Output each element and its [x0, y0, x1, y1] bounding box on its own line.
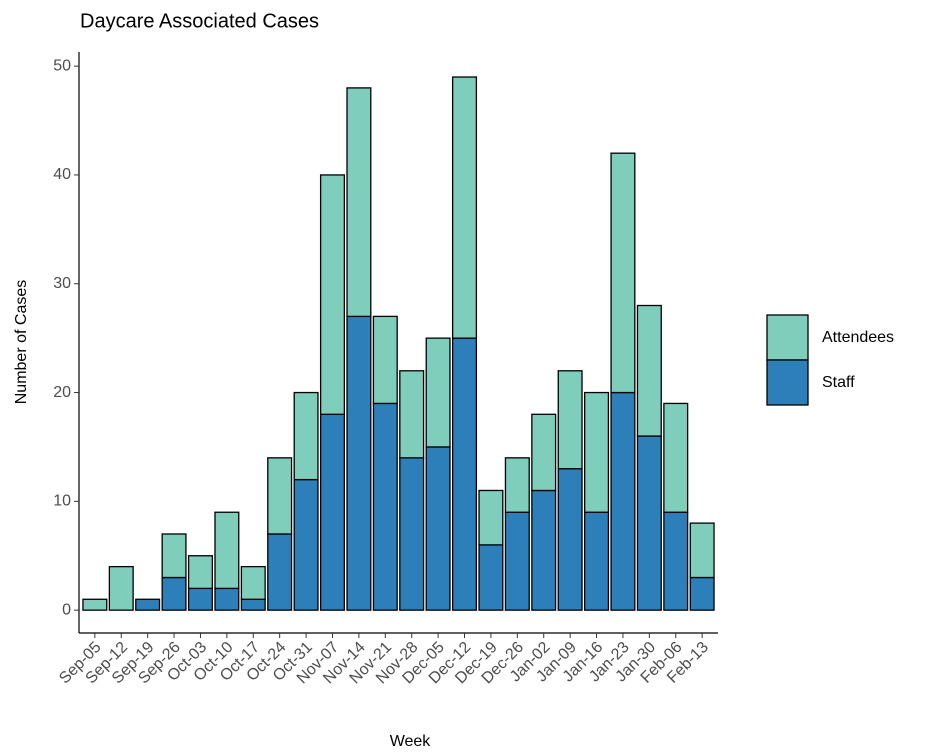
legend-key	[766, 314, 809, 361]
bar	[82, 598, 108, 611]
bar	[214, 587, 240, 611]
chart-title: Daycare Associated Cases	[80, 10, 319, 32]
bar	[584, 391, 610, 513]
bar	[372, 315, 398, 405]
bar	[108, 565, 134, 611]
bar	[451, 337, 478, 611]
bar	[187, 555, 213, 590]
bar	[399, 370, 425, 459]
bar	[451, 76, 478, 339]
bar	[346, 87, 372, 318]
bar	[504, 457, 530, 513]
bar	[610, 391, 636, 611]
bar	[557, 468, 583, 611]
bar	[240, 598, 266, 611]
bar	[187, 587, 213, 611]
y-tick-label: 10	[53, 493, 71, 510]
bar	[689, 576, 715, 611]
bar	[214, 511, 240, 590]
bar	[425, 337, 451, 448]
y-tick-label: 50	[53, 57, 71, 74]
y-tick-label: 0	[62, 601, 71, 618]
legend-key	[766, 359, 809, 406]
bar	[478, 544, 504, 611]
x-axis-title: Week	[390, 733, 432, 750]
bar	[584, 511, 610, 611]
bar	[531, 489, 557, 611]
bar	[478, 489, 504, 546]
bar	[319, 174, 346, 415]
bar	[425, 446, 451, 611]
bar	[267, 457, 293, 535]
bar	[663, 402, 689, 513]
bar	[161, 576, 187, 611]
bar	[293, 391, 319, 481]
legend-label: Attendees	[822, 329, 894, 346]
y-tick-label: 30	[53, 275, 71, 292]
bar	[267, 533, 293, 611]
bar	[161, 533, 187, 579]
bar	[663, 511, 689, 611]
bar	[372, 402, 398, 611]
bar	[689, 522, 715, 579]
y-axis-title: Number of Cases	[13, 280, 30, 405]
bar	[636, 435, 662, 611]
bar	[531, 413, 557, 492]
bar	[557, 370, 583, 470]
bar	[319, 413, 346, 611]
bar	[135, 598, 161, 611]
bar	[346, 315, 372, 611]
y-tick-label: 40	[53, 166, 71, 183]
legend-label: Staff	[822, 374, 855, 391]
bar	[240, 565, 266, 600]
bar	[610, 152, 636, 394]
y-tick-label: 20	[53, 384, 71, 401]
bar	[293, 478, 319, 611]
bar	[504, 511, 530, 611]
bar	[399, 457, 425, 611]
bar	[636, 304, 662, 437]
